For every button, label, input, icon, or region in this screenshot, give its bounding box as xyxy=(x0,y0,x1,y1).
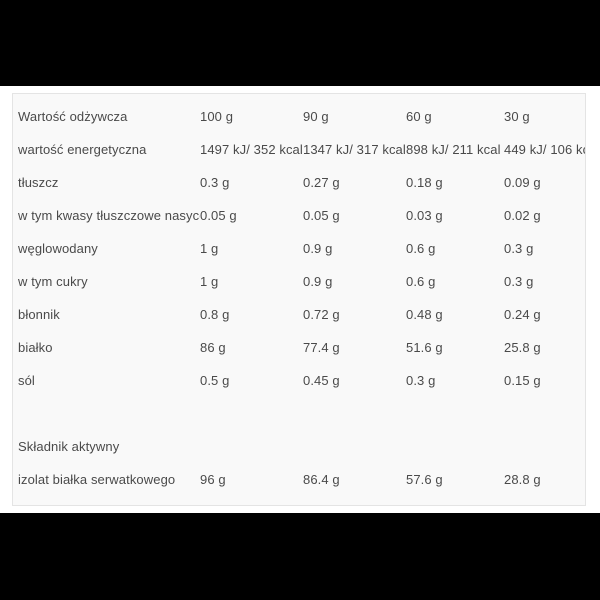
row-value: 77.4 g xyxy=(303,340,340,355)
row-label: w tym cukry xyxy=(18,274,88,289)
ingredient-rows: izolat białka serwatkowego 96 g 86.4 g 57.6… xyxy=(13,463,585,496)
row-value: 0.27 g xyxy=(303,175,340,190)
row-value: 0.3 g xyxy=(406,373,436,388)
row-label: tłuszcz xyxy=(18,175,59,190)
table-row: w tym kwasy tłuszczowe nasycone0.05 g0.0… xyxy=(13,199,585,232)
row-value: 28.8 g xyxy=(504,472,541,487)
table-row: wartość energetyczna 1497 kJ/ 352 kcal 134… xyxy=(13,133,585,166)
row-value: 86 g xyxy=(200,340,226,355)
bottom-black-band xyxy=(0,513,600,600)
row-value: 0.48 g xyxy=(406,307,443,322)
row-value: 0.72 g xyxy=(303,307,340,322)
section-title-row: Składnik aktywny xyxy=(13,430,585,463)
empty-row xyxy=(13,397,585,430)
table-row: węglowodany 1 g 0.9 g 0.6 g 0.3 g xyxy=(13,232,585,265)
table-row: izolat białka serwatkowego 96 g 86.4 g 57.6… xyxy=(13,463,585,496)
header-label: Wartość odżywcza xyxy=(18,109,128,124)
header-col-90g: 90 g xyxy=(303,109,329,124)
row-value: 0.45 g xyxy=(303,373,340,388)
row-value: 1 g xyxy=(200,241,219,256)
row-label: błonnik xyxy=(18,307,60,322)
row-value: 0.3 g xyxy=(504,274,534,289)
row-value: 0.6 g xyxy=(406,274,436,289)
row-value: 51.6 g xyxy=(406,340,443,355)
nutrition-table: Wartość odżywcza 100 g 90 g 60 g 30 g wa… xyxy=(12,93,586,506)
row-value: 0.05 g xyxy=(303,208,340,223)
row-label: wartość energetyczna xyxy=(18,142,147,157)
row-value: 0.3 g xyxy=(504,241,534,256)
row-value: 1497 kJ/ 352 kcal xyxy=(200,142,303,157)
row-label: węglowodany xyxy=(18,241,98,256)
row-value: 898 kJ/ 211 kcal xyxy=(406,142,501,157)
row-value: 57.6 g xyxy=(406,472,443,487)
table-row: sól 0.5 g 0.45 g 0.3 g 0.15 g xyxy=(13,364,585,397)
row-value: 449 kJ/ 106 kcal xyxy=(504,142,585,157)
header-col-60g: 60 g xyxy=(406,109,432,124)
header-col-100g: 100 g xyxy=(200,109,234,124)
section-title: Składnik aktywny xyxy=(18,439,120,454)
row-value: 96 g xyxy=(200,472,226,487)
table-header-row: Wartość odżywcza 100 g 90 g 60 g 30 g xyxy=(13,100,585,133)
row-value: 0.09 g xyxy=(504,175,541,190)
row-value: 0.3 g xyxy=(200,175,230,190)
row-value: 0.5 g xyxy=(200,373,230,388)
content-area: Wartość odżywcza 100 g 90 g 60 g 30 g wa… xyxy=(0,86,600,513)
row-value: 0.9 g xyxy=(303,274,333,289)
row-label: izolat białka serwatkowego xyxy=(18,472,176,487)
row-label: białko xyxy=(18,340,53,355)
row-value: 0.02 g xyxy=(504,208,541,223)
row-value: 0.15 g xyxy=(504,373,541,388)
row-label: sól xyxy=(18,373,35,388)
row-value: 86.4 g xyxy=(303,472,340,487)
row-value: 0.18 g xyxy=(406,175,443,190)
table-row: błonnik 0.8 g 0.72 g 0.48 g 0.24 g xyxy=(13,298,585,331)
row-value: 25.8 g xyxy=(504,340,541,355)
row-value: 0.24 g xyxy=(504,307,541,322)
row-value: 0.9 g xyxy=(303,241,333,256)
row-value: 1347 kJ/ 317 kcal xyxy=(303,142,406,157)
row-value: 0.05 g xyxy=(200,208,237,223)
table-row: w tym cukry 1 g 0.9 g 0.6 g 0.3 g xyxy=(13,265,585,298)
row-label: w tym kwasy tłuszczowe nasycone xyxy=(18,208,200,223)
table-row: tłuszcz 0.3 g 0.27 g 0.18 g 0.09 g xyxy=(13,166,585,199)
header-col-30g: 30 g xyxy=(504,109,530,124)
top-black-band xyxy=(0,0,600,86)
table-row: białko 86 g 77.4 g 51.6 g 25.8 g xyxy=(13,331,585,364)
row-value: 0.03 g xyxy=(406,208,443,223)
nutrient-rows: wartość energetyczna 1497 kJ/ 352 kcal 134… xyxy=(13,133,585,397)
row-value: 0.8 g xyxy=(200,307,230,322)
row-value: 0.6 g xyxy=(406,241,436,256)
row-value: 1 g xyxy=(200,274,219,289)
